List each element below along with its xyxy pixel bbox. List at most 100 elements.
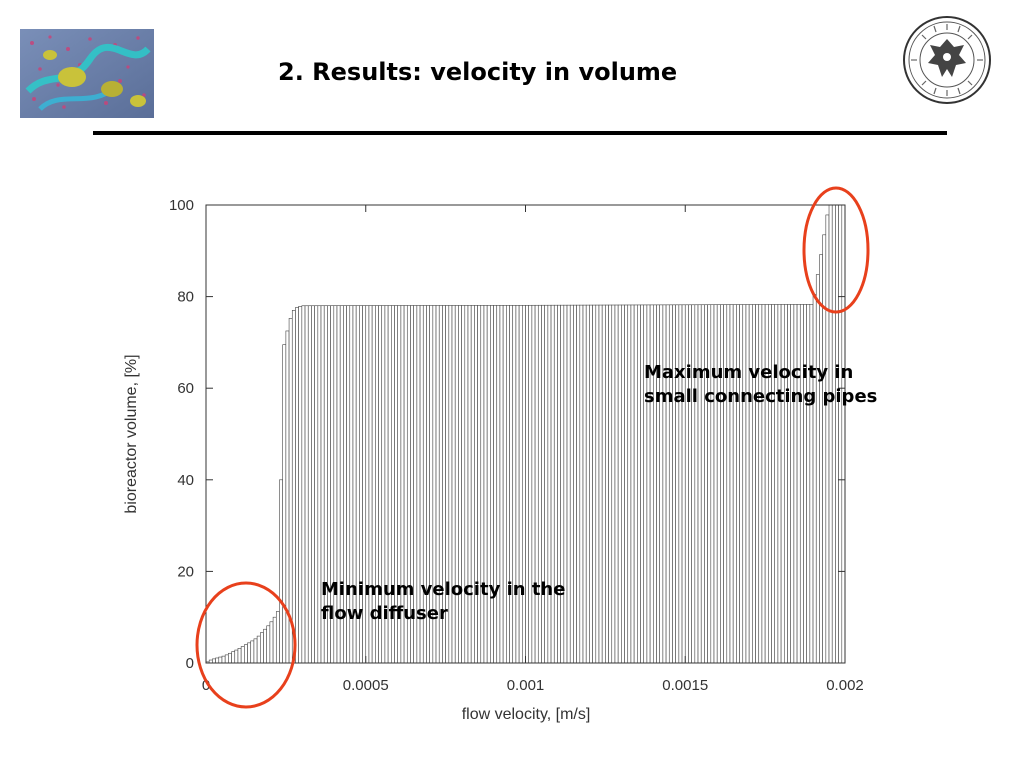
bar	[793, 304, 798, 664]
bar	[288, 318, 293, 664]
bar	[815, 274, 820, 664]
y-tick-label: 80	[177, 289, 194, 306]
bar	[659, 304, 664, 664]
bar	[825, 214, 830, 664]
bar	[585, 304, 590, 664]
y-tick-labels: 0 20 40 60 80 100	[169, 197, 194, 672]
bar	[675, 304, 680, 664]
bar	[633, 304, 638, 664]
bar	[707, 304, 712, 664]
bar	[589, 304, 593, 664]
bar	[838, 204, 843, 664]
y-tick-label: 0	[186, 655, 194, 672]
bar	[745, 304, 750, 664]
title-divider	[93, 131, 947, 135]
x-tick-label: 0.0015	[662, 677, 708, 694]
bar	[726, 304, 731, 664]
bar	[819, 254, 823, 664]
bar	[579, 304, 584, 664]
bar	[723, 304, 728, 664]
bar	[212, 658, 216, 664]
bar	[649, 304, 654, 664]
bar	[272, 616, 277, 664]
bar	[621, 304, 625, 664]
bar	[790, 304, 795, 664]
y-axis-label: bioreactor volume, [%]	[123, 354, 140, 513]
simulation-render-icon	[20, 29, 154, 118]
x-tick-labels: 0 0.0005 0.001 0.0015 0.002	[202, 677, 864, 694]
bar	[215, 657, 220, 664]
bar	[218, 656, 223, 664]
bar	[221, 655, 226, 664]
bar	[822, 234, 827, 664]
bar	[291, 310, 296, 664]
bar	[237, 648, 242, 664]
bar-series	[205, 204, 846, 664]
bar	[304, 305, 309, 664]
bar	[768, 304, 772, 664]
bar	[835, 204, 839, 664]
bar	[611, 304, 616, 664]
bar	[234, 649, 239, 664]
max-velocity-note: Maximum velocity in small connecting pipe…	[644, 361, 877, 409]
bar	[275, 611, 280, 664]
bar	[662, 304, 667, 664]
bar	[755, 304, 760, 664]
bar	[573, 304, 577, 664]
bar	[295, 307, 299, 664]
bar	[301, 305, 306, 664]
bar	[601, 304, 606, 664]
bar	[700, 304, 705, 664]
bar	[691, 304, 696, 664]
bar	[806, 304, 811, 664]
bar	[729, 304, 734, 664]
bar	[617, 304, 622, 664]
bar	[668, 304, 673, 664]
bar	[771, 304, 776, 664]
bar	[637, 304, 641, 664]
bar	[736, 304, 740, 664]
axis-ticks	[205, 204, 846, 664]
max-velocity-highlight	[802, 186, 870, 314]
bar	[592, 304, 597, 664]
bar	[761, 304, 766, 664]
bar	[652, 304, 657, 664]
bar	[582, 304, 587, 664]
bar	[311, 305, 315, 664]
bar	[748, 304, 753, 664]
bar	[256, 635, 261, 664]
min-velocity-highlight	[195, 581, 297, 709]
bar	[796, 304, 801, 664]
bar	[774, 304, 779, 664]
bar	[566, 304, 571, 664]
bar	[231, 651, 236, 664]
bar	[732, 304, 737, 664]
bar	[697, 304, 702, 664]
bar	[643, 304, 648, 664]
bar	[240, 646, 245, 664]
bar	[228, 652, 232, 664]
bar	[752, 304, 756, 664]
y-tick-label: 20	[177, 563, 194, 580]
bar	[780, 304, 785, 664]
bar	[627, 304, 632, 664]
x-tick-label: 0.0005	[343, 677, 389, 694]
bar	[688, 304, 692, 664]
bar	[314, 305, 319, 664]
bar	[640, 304, 645, 664]
bar	[279, 479, 283, 664]
bar	[803, 304, 807, 664]
bar	[298, 306, 303, 664]
bar	[307, 305, 312, 664]
bar	[250, 640, 255, 664]
bar	[694, 304, 699, 664]
bar	[646, 304, 651, 664]
bar	[831, 204, 836, 664]
bar	[576, 304, 581, 664]
x-tick-label: 0	[202, 677, 210, 694]
min-velocity-text: Minimum velocity in the flow diffuser	[321, 579, 566, 624]
bar	[764, 304, 769, 664]
bar	[799, 304, 804, 664]
bar	[739, 304, 744, 664]
